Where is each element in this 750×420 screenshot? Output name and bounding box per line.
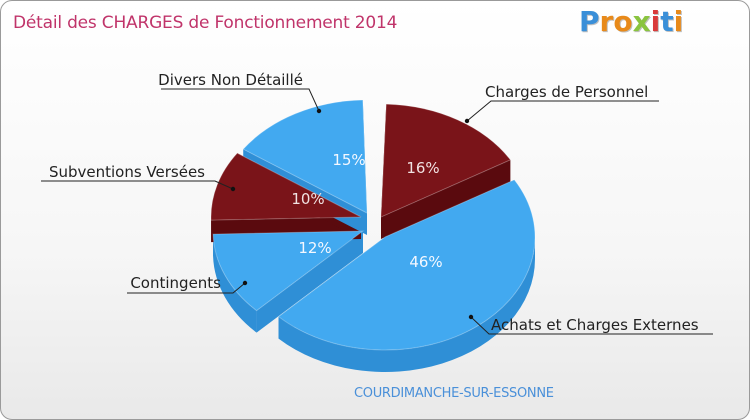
slice-cut-face — [256, 231, 363, 333]
pie-slice-achats-et-charges-externes[interactable] — [277, 179, 536, 351]
logo-letter: r — [599, 5, 614, 38]
slice-percent-label: 15% — [332, 151, 365, 169]
pie-slice-charges-de-personnel[interactable] — [380, 103, 512, 218]
category-label: Divers Non Détaillé — [158, 71, 303, 89]
slice-side — [278, 237, 535, 372]
leader-dot — [230, 186, 236, 192]
slice-percent-label: 46% — [409, 253, 442, 271]
logo-letter: P — [579, 5, 600, 38]
leader-line — [127, 282, 246, 294]
slice-cut-face — [381, 159, 511, 239]
leader-dot — [468, 314, 474, 320]
category-label: Achats et Charges Externes — [491, 316, 699, 334]
pie-slice-contingents[interactable] — [212, 230, 365, 312]
logo-letter: i — [650, 5, 661, 38]
leader-line — [41, 180, 234, 190]
pie-slice-subventions-vers-es[interactable] — [210, 152, 362, 221]
leader-line — [470, 316, 713, 335]
pie-tops — [210, 99, 536, 351]
logo-letter: t — [660, 5, 674, 38]
category-label: Contingents — [130, 274, 221, 292]
leader-line — [161, 88, 320, 112]
chart-title: Détail des CHARGES de Fonctionnement 201… — [13, 13, 398, 33]
leader-dot — [316, 108, 322, 114]
logo-letter: i — [673, 5, 684, 38]
category-label: Subventions Versées — [49, 163, 205, 181]
leader-dot — [464, 118, 470, 124]
commune-name: COURDIMANCHE-SUR-ESSONNE — [354, 386, 554, 401]
category-label: Charges de Personnel — [485, 83, 648, 101]
slice-percent-label: 12% — [298, 239, 331, 257]
pie-labels: 16% 46% 12% 10% 15% Charges de Personnel Achat… — [41, 71, 713, 335]
pie-slice-divers-non-d-taill-[interactable] — [242, 99, 368, 214]
leader-line — [466, 100, 659, 122]
logo-letter: o — [613, 5, 633, 38]
slice-percent-label: 10% — [291, 190, 324, 208]
logo-letter: x — [632, 5, 651, 38]
leader-dot — [242, 280, 248, 286]
slice-side — [213, 234, 257, 333]
slice-percent-label: 16% — [406, 159, 439, 177]
